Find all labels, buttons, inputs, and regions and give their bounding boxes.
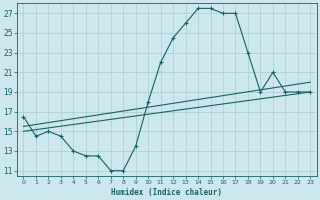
X-axis label: Humidex (Indice chaleur): Humidex (Indice chaleur) [111, 188, 222, 197]
